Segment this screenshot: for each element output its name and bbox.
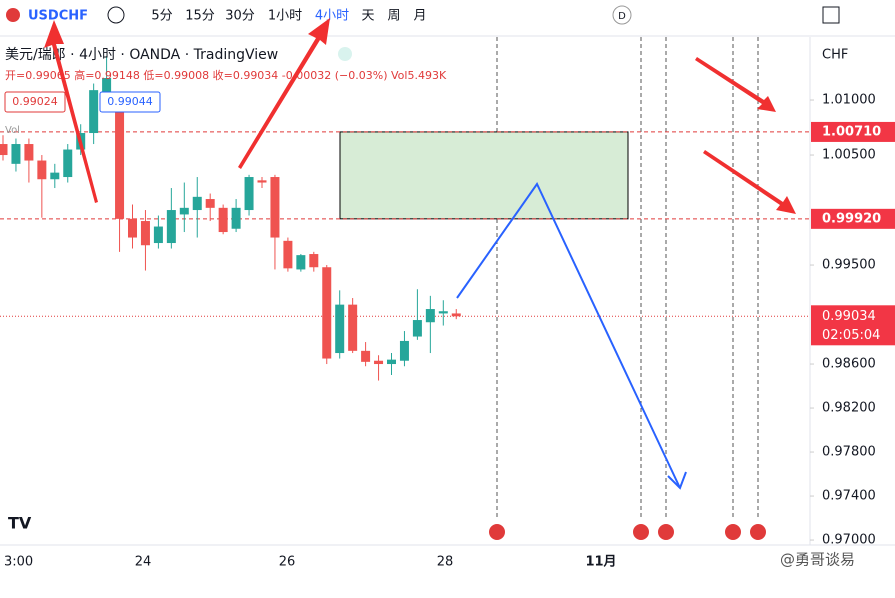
y-tick-label: 0.97800 — [822, 445, 876, 460]
time-label: 28 — [437, 555, 454, 570]
candle-body — [102, 78, 112, 95]
candle-body — [115, 100, 125, 219]
candle-body — [244, 177, 254, 211]
candle-body — [24, 144, 34, 161]
candle-body — [412, 320, 422, 337]
candle-body — [335, 304, 345, 354]
y-tick-label: 0.98600 — [822, 357, 876, 372]
candle-body — [348, 304, 358, 351]
candle-body — [387, 359, 396, 365]
candle-body — [296, 255, 306, 270]
symbol-icon — [6, 8, 20, 22]
time-label: 3:00 — [4, 555, 33, 570]
time-label: 24 — [135, 555, 152, 570]
candle-body — [451, 313, 461, 317]
vol-label: Vol — [5, 125, 20, 136]
interval[interactable]: 1小时 — [268, 9, 302, 24]
add-symbol[interactable] — [107, 6, 125, 24]
trend-arrow-head — [667, 471, 687, 490]
candle-body — [309, 254, 319, 268]
layout-icon[interactable] — [822, 6, 840, 24]
y-tick-label: 0.98200 — [822, 401, 876, 416]
candle-body — [374, 360, 384, 365]
candle-body — [0, 144, 8, 156]
bid-box[interactable] — [4, 91, 66, 113]
candle-body — [179, 207, 189, 215]
interval[interactable]: 15分 — [185, 9, 215, 24]
interval[interactable]: 月 — [413, 9, 426, 24]
interval[interactable]: 5分 — [151, 9, 172, 24]
d-badge[interactable]: D — [618, 11, 626, 22]
y-tick-label: 0.97400 — [822, 489, 876, 504]
interval[interactable]: 30分 — [225, 9, 255, 24]
candle-body — [270, 177, 280, 238]
candle-body — [231, 207, 241, 229]
trend-line[interactable] — [456, 182, 681, 489]
event-flag[interactable] — [656, 522, 676, 542]
watermark: @勇哥谈易 — [780, 551, 855, 569]
annotation-arrows — [44, 18, 796, 214]
candle-body — [37, 160, 47, 180]
candle-body — [128, 218, 137, 238]
interval[interactable]: 4小时 — [315, 9, 349, 24]
d-badge-bg — [612, 5, 632, 25]
ohlc: 开=0.99065 高=0.99148 低=0.99008 收=0.99034 … — [5, 68, 447, 82]
candle-body — [218, 207, 228, 233]
y-tick-label: 1.00500 — [822, 148, 876, 163]
last-label: 0.99034 — [822, 309, 876, 324]
currency[interactable]: CHF — [822, 48, 848, 63]
event-flag[interactable] — [748, 522, 768, 542]
y-tick-label: 1.01000 — [822, 93, 876, 108]
level-badge — [811, 208, 895, 229]
level-badge — [811, 121, 895, 142]
candle-body — [205, 199, 215, 208]
y-tick-label: 0.97000 — [822, 533, 876, 548]
interval[interactable]: 周 — [387, 9, 400, 24]
candle-body — [283, 240, 293, 269]
range-zone[interactable] — [339, 131, 629, 220]
candle-body — [153, 226, 163, 244]
candle-body — [438, 311, 448, 314]
candle-body — [11, 144, 21, 164]
status — [338, 47, 352, 61]
ask[interactable]: 0.99044 — [107, 95, 153, 108]
candle-body — [63, 149, 73, 178]
time-label: 26 — [279, 555, 296, 570]
candle-body — [140, 221, 150, 246]
last-badge — [811, 305, 895, 346]
candle-body — [50, 172, 60, 180]
time-label: 11月 — [585, 555, 616, 570]
level-label: 1.00710 — [822, 124, 881, 139]
candle-body — [399, 340, 409, 361]
symbol[interactable]: USDCHF — [28, 9, 88, 24]
candle-body — [257, 180, 267, 183]
tv-logo: TV — [8, 514, 32, 533]
plot — [0, 37, 810, 545]
toolbar — [0, 0, 895, 36]
candle-body — [322, 267, 332, 359]
event-flag[interactable] — [487, 522, 507, 542]
ask-box[interactable] — [99, 91, 161, 113]
chart-title: 美元/瑞郎 · 4小时 · OANDA · TradingView — [5, 47, 278, 63]
candle-body — [89, 90, 99, 134]
y-tick-label: 0.99500 — [822, 258, 876, 273]
candle-body — [361, 350, 371, 362]
candle-body — [192, 196, 202, 211]
candle-body — [166, 210, 176, 244]
interval[interactable]: 天 — [361, 9, 374, 24]
level-label: 0.99920 — [822, 211, 881, 226]
candle-body — [425, 309, 435, 323]
countdown: 02:05:04 — [822, 328, 880, 343]
event-flag[interactable] — [631, 522, 651, 542]
event-flag[interactable] — [723, 522, 743, 542]
bid[interactable]: 0.99024 — [12, 95, 58, 108]
